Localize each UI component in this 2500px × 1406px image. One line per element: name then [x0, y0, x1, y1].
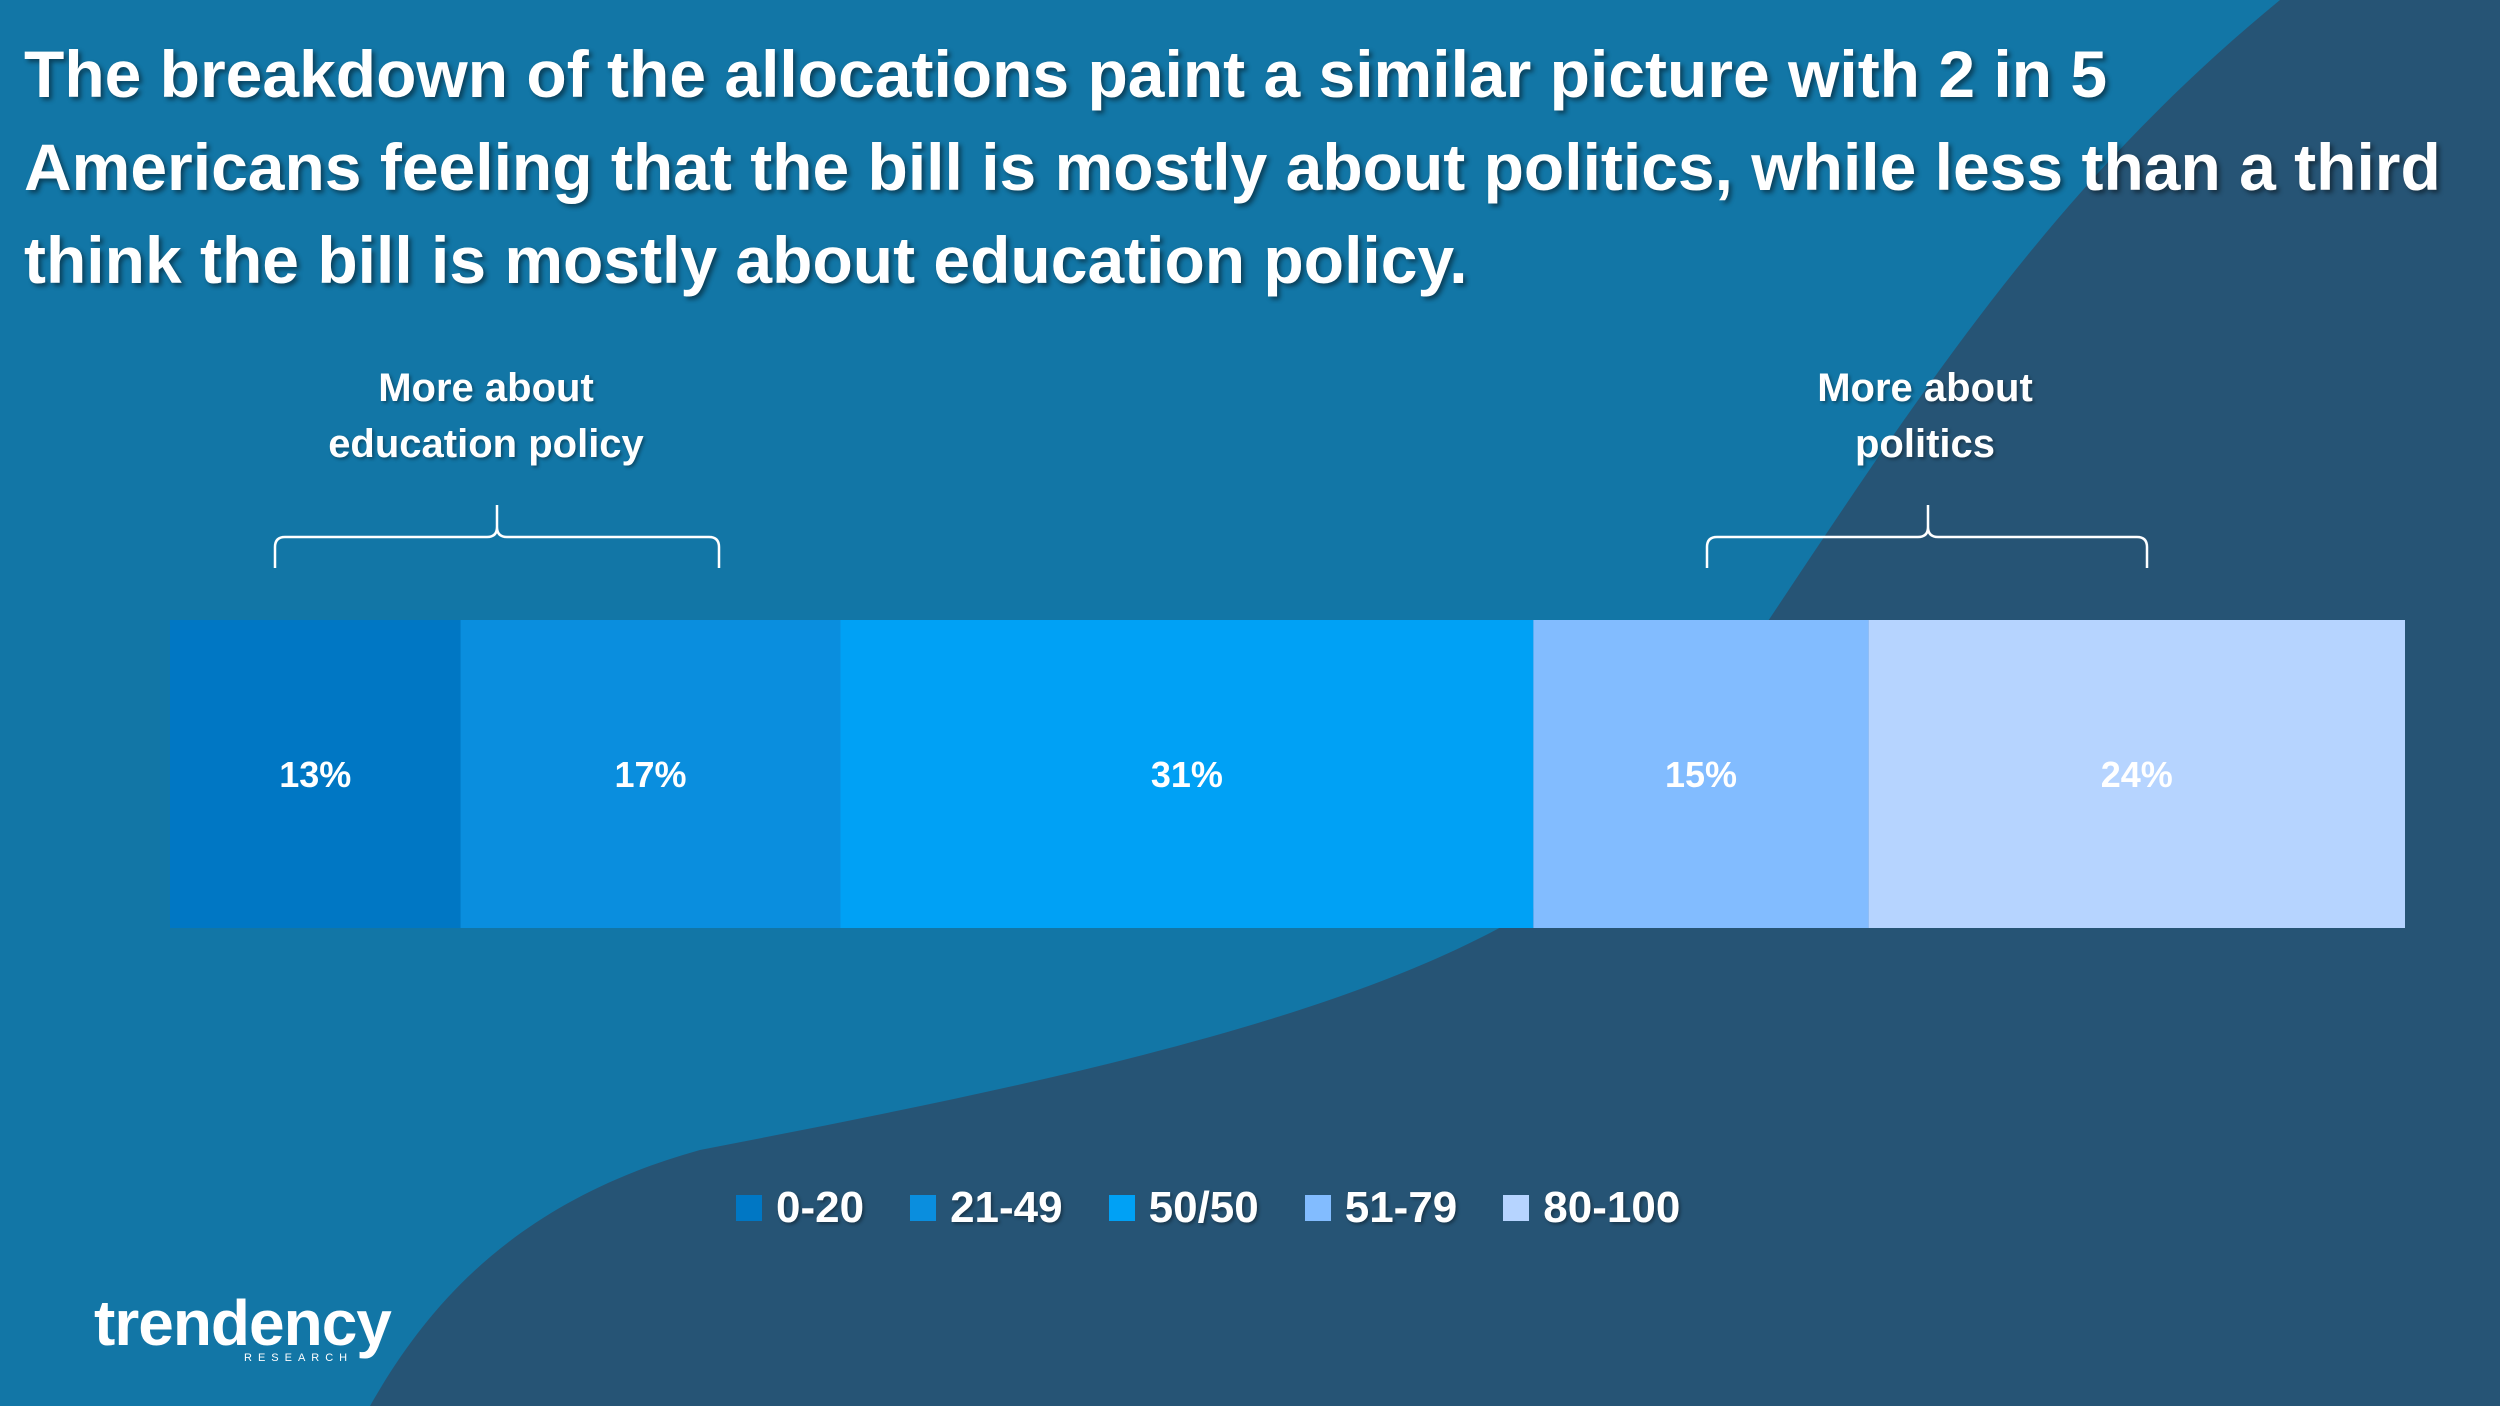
legend-item-80-100: 80-100 — [1503, 1183, 1680, 1233]
legend-swatch — [1108, 1195, 1135, 1221]
brace-education — [273, 505, 721, 568]
bar-segment-51-79 — [1533, 620, 1869, 928]
legend: 0-20 21-49 50/50 51-79 80-100 — [736, 1178, 1680, 1238]
legend-label: 0-20 — [776, 1183, 865, 1232]
bar-segment-50/50 — [840, 620, 1534, 928]
legend-label: 80-100 — [1543, 1183, 1681, 1232]
bar-label-51-79: 15% — [1665, 754, 1737, 795]
legend-item-0-20: 0-20 — [736, 1183, 864, 1233]
bar-segment-0-20 — [170, 620, 461, 928]
legend-label: 50/50 — [1148, 1183, 1259, 1232]
legend-label: 21-49 — [950, 1183, 1063, 1232]
bar-label-21-49: 17% — [614, 754, 686, 795]
legend-swatch — [736, 1195, 762, 1221]
legend-label: 51-79 — [1344, 1183, 1458, 1232]
background-wave — [370, 0, 2500, 1406]
group-label-politics-line-1: More about — [1817, 366, 2033, 410]
group-label-politics: More about politics — [1725, 360, 2125, 472]
legend-swatch — [1304, 1195, 1331, 1221]
trendency-logo: trendency RESEARCH — [94, 1290, 414, 1370]
logo-wordmark: trendency — [94, 1287, 392, 1359]
legend-swatch — [910, 1195, 937, 1221]
logo-subtitle: RESEARCH — [244, 1352, 354, 1364]
legend-item-50/50: 50/50 — [1108, 1183, 1259, 1233]
bar-label-0-20: 13% — [279, 754, 351, 795]
legend-item-21-49: 21-49 — [910, 1183, 1063, 1233]
group-label-education-line-2: education policy — [328, 422, 644, 466]
bar-label-50/50: 31% — [1151, 754, 1223, 795]
bar-segment-80-100 — [1868, 620, 2405, 928]
group-label-education: More about education policy — [286, 360, 686, 472]
bar-label-80-100: 24% — [2101, 754, 2173, 795]
group-label-politics-line-2: politics — [1854, 422, 1996, 466]
bar-segments — [170, 620, 2405, 928]
brace-politics — [1705, 505, 2149, 568]
legend-item-51-79: 51-79 — [1304, 1183, 1458, 1233]
group-label-education-line-1: More about — [378, 366, 594, 410]
bar-segment-21-49 — [460, 620, 841, 928]
bar-data-labels: 13% 17% 31% 15% 24% — [279, 754, 2173, 795]
page-title: The breakdown of the allocations paint a… — [24, 37, 2441, 297]
legend-swatch — [1503, 1195, 1530, 1221]
